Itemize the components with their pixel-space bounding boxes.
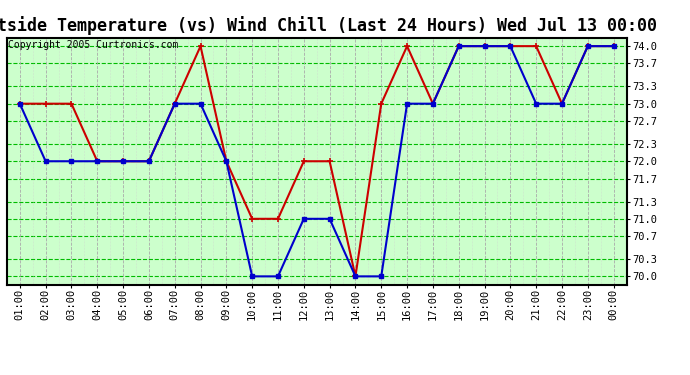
Title: Outside Temperature (vs) Wind Chill (Last 24 Hours) Wed Jul 13 00:00: Outside Temperature (vs) Wind Chill (Las…: [0, 16, 657, 34]
Text: Copyright 2005 Curtronics.com: Copyright 2005 Curtronics.com: [8, 40, 179, 50]
